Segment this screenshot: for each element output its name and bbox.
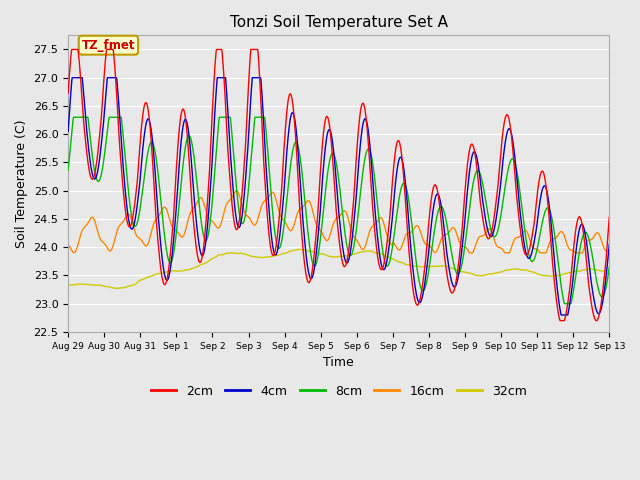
Legend: 2cm, 4cm, 8cm, 16cm, 32cm: 2cm, 4cm, 8cm, 16cm, 32cm — [146, 380, 532, 403]
X-axis label: Time: Time — [323, 356, 354, 369]
Text: TZ_fmet: TZ_fmet — [82, 39, 135, 52]
Title: Tonzi Soil Temperature Set A: Tonzi Soil Temperature Set A — [230, 15, 448, 30]
Y-axis label: Soil Temperature (C): Soil Temperature (C) — [15, 120, 28, 248]
